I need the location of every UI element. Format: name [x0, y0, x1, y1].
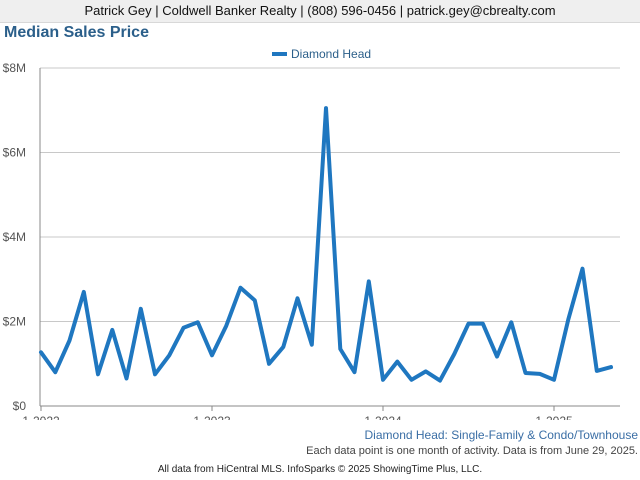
x-tick-label: 1-2024: [364, 414, 402, 420]
x-tick-label: 1-2023: [193, 414, 231, 420]
footer-credit: All data from HiCentral MLS. InfoSparks …: [157, 464, 483, 475]
x-tick-label: 1-2022: [22, 414, 60, 420]
series-line-diamond-head: [39, 106, 613, 383]
chart-subtitle: Diamond Head: Single-Family & Condo/Town…: [364, 428, 638, 442]
y-tick-label: $0: [13, 399, 27, 413]
y-tick-label: $4M: [3, 230, 26, 244]
y-tick-label: $6M: [3, 146, 26, 160]
x-tick-label: 1-2025: [535, 414, 573, 420]
data-note: Each data point is one month of activity…: [306, 445, 638, 457]
median-sales-price-chart: $0 $2M $4M $6M $8M 1-2022 1-2023 1-2024 1-2025 Di…: [3, 47, 620, 420]
y-tick-label: $8M: [3, 61, 26, 75]
contact-header: Patrick Gey | Coldwell Banker Realty | (…: [0, 0, 640, 23]
legend-label: Diamond Head: [291, 47, 371, 61]
y-tick-label: $2M: [3, 315, 26, 329]
chart-title: Median Sales Price: [4, 24, 149, 41]
